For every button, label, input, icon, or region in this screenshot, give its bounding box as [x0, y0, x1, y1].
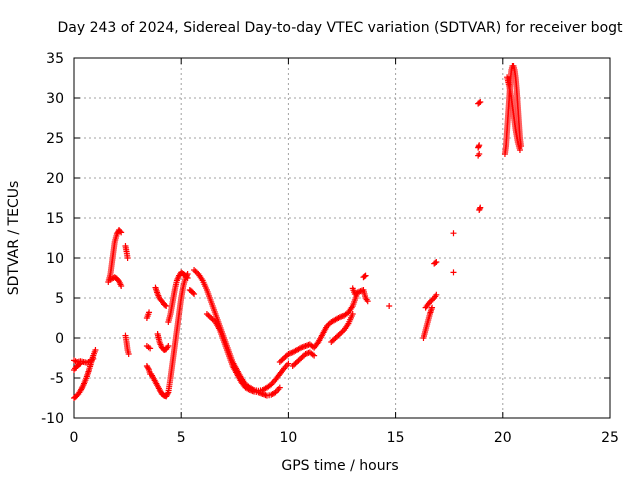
data-point — [90, 355, 97, 362]
y-tick-label: 0 — [55, 331, 64, 347]
data-point — [189, 289, 196, 296]
data-point — [476, 151, 483, 157]
data-point — [433, 291, 440, 298]
y-tick-label: 20 — [46, 171, 64, 187]
x-axis-label: GPS time / hours — [281, 458, 398, 474]
data-point — [285, 360, 292, 367]
data-point — [276, 384, 283, 391]
data-point — [117, 228, 124, 235]
data-point — [386, 303, 393, 309]
data-point — [432, 259, 439, 266]
data-point — [76, 361, 83, 368]
data-point — [162, 302, 169, 309]
data-point — [477, 204, 484, 211]
data-point — [429, 304, 436, 311]
x-tick-label: 15 — [387, 430, 405, 446]
data-point — [124, 255, 131, 261]
data-point — [125, 351, 132, 357]
data-point — [184, 275, 191, 281]
data-point — [450, 269, 457, 276]
y-tick-label: 5 — [55, 291, 64, 307]
y-tick-label: -5 — [50, 371, 64, 387]
data-series — [71, 63, 525, 401]
data-point — [118, 283, 125, 289]
data-point — [349, 311, 356, 317]
data-point — [477, 99, 484, 105]
data-point — [164, 390, 171, 397]
axis-ticks: 0 5 10 15 20 25 -10 -5 0 5 10 15 20 25 30 35 — [41, 51, 619, 446]
data-point — [183, 273, 190, 280]
x-tick-label: 20 — [494, 430, 512, 446]
data-point — [361, 273, 368, 280]
data-point — [516, 147, 523, 153]
data-point — [118, 229, 125, 236]
data-point — [450, 230, 457, 237]
x-tick-label: 0 — [70, 430, 79, 446]
x-tick-label: 5 — [177, 430, 186, 446]
data-point — [165, 343, 172, 349]
data-point — [146, 309, 153, 316]
data-point — [163, 303, 170, 309]
data-point — [92, 347, 99, 353]
data-point — [476, 99, 483, 106]
y-tick-label: 35 — [46, 51, 64, 67]
y-tick-label: 15 — [46, 211, 64, 227]
x-tick-label: 25 — [601, 430, 619, 446]
data-point — [77, 360, 84, 367]
y-axis-label: SDTVAR / TECUs — [6, 181, 22, 296]
data-point — [476, 142, 483, 149]
plot-frame — [73, 57, 611, 419]
y-tick-label: -10 — [41, 411, 64, 427]
data-point — [147, 345, 154, 352]
y-tick-label: 25 — [46, 131, 64, 147]
data-point — [311, 352, 318, 359]
y-tick-label: 10 — [46, 251, 64, 267]
grid — [74, 58, 610, 418]
data-point — [145, 365, 152, 372]
data-point — [362, 272, 369, 279]
x-tick-label: 10 — [279, 430, 297, 446]
chart-title: Day 243 of 2024, Sidereal Day-to-day VTE… — [57, 20, 623, 36]
data-point — [433, 259, 440, 265]
data-point — [191, 291, 198, 297]
data-point — [364, 298, 371, 305]
y-tick-label: 30 — [46, 91, 64, 107]
